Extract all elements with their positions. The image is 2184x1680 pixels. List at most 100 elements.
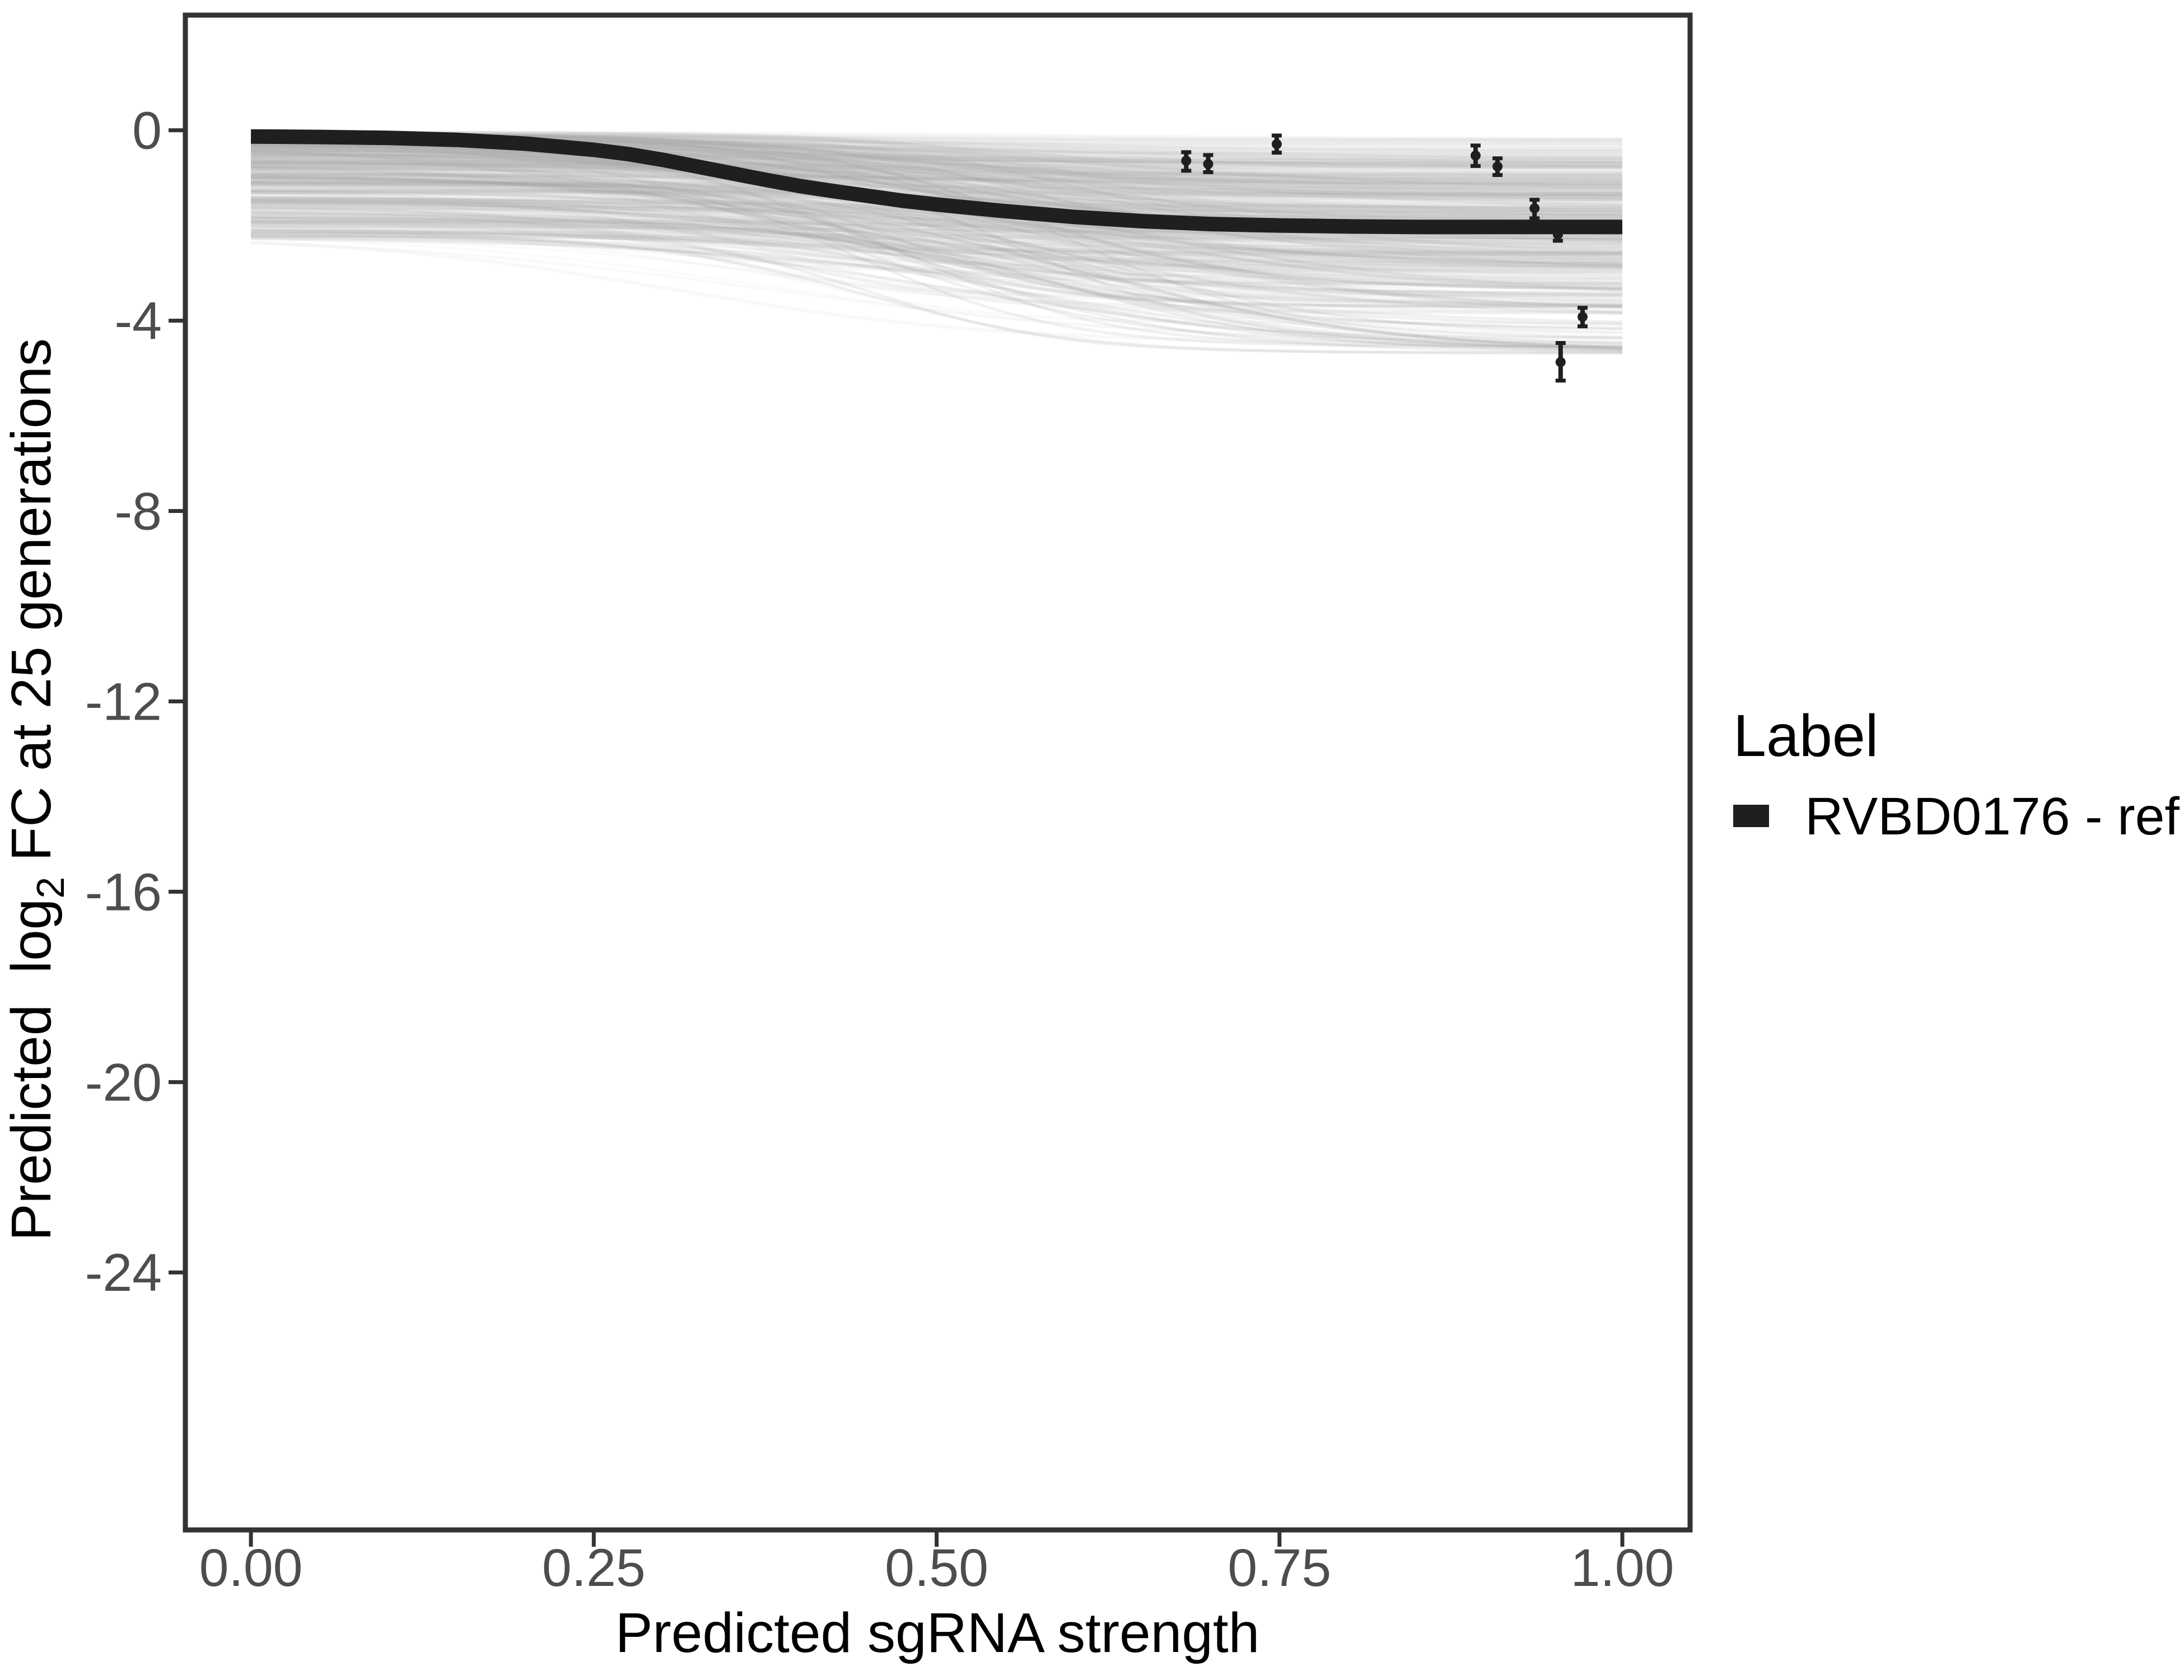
posterior-draw-curve: [251, 229, 1622, 240]
posterior-draw-curve: [251, 206, 1622, 253]
posterior-draw-curve: [251, 199, 1623, 269]
posterior-draw-curve: [251, 160, 1623, 185]
posterior-draw-curve: [251, 190, 1623, 198]
posterior-draw-curve: [251, 131, 1623, 141]
posterior-draw-curve: [251, 162, 1623, 202]
posterior-draw-curve: [251, 199, 1623, 306]
posterior-draw-curve: [251, 184, 1623, 297]
posterior-draw-curve: [251, 185, 1623, 295]
posterior-draw-curve: [251, 229, 1622, 273]
posterior-draw-curve: [251, 175, 1623, 197]
posterior-draw-curve: [251, 169, 1622, 263]
posterior-draw-curve: [251, 183, 1623, 306]
posterior-draw-curve: [251, 184, 1622, 219]
posterior-draw-curve: [251, 160, 1622, 197]
posterior-draw-curve: [251, 164, 1622, 176]
posterior-draw-curve: [251, 220, 1623, 270]
posterior-draw-curve: [251, 189, 1623, 349]
posterior-draw-curve: [251, 165, 1622, 204]
y-axis-title-part: FC at 25 generations: [0, 338, 63, 877]
posterior-draw-curve: [251, 158, 1623, 346]
posterior-draw-curve: [251, 176, 1622, 285]
posterior-draw-curve: [251, 232, 1622, 269]
posterior-draw-curve: [251, 223, 1622, 256]
posterior-draw-curve: [251, 237, 1623, 324]
posterior-draw-curve: [251, 194, 1623, 255]
posterior-draw-curve: [251, 150, 1622, 167]
posterior-draw-curve: [251, 167, 1622, 180]
posterior-draw-curve: [251, 234, 1623, 351]
posterior-draw-curve: [251, 169, 1623, 270]
posterior-draw-curve: [251, 236, 1623, 270]
data-point: [1492, 161, 1503, 172]
posterior-draw-curve: [251, 180, 1623, 218]
posterior-draw-curve: [251, 163, 1623, 186]
posterior-draw-curve: [251, 155, 1622, 181]
posterior-draw-curve: [251, 149, 1622, 181]
posterior-draw-curve: [251, 220, 1623, 239]
posterior-draw-curve: [251, 152, 1622, 161]
posterior-draw-curve: [251, 132, 1623, 139]
posterior-draw-curve: [251, 222, 1622, 325]
posterior-draw-curve: [251, 156, 1623, 210]
posterior-draw-curve: [251, 221, 1623, 281]
posterior-draw-curve: [251, 152, 1622, 164]
data-point: [1470, 150, 1481, 161]
y-tick-label: -24: [85, 1243, 162, 1303]
posterior-draw-curve: [251, 180, 1623, 264]
posterior-draw-curve: [251, 153, 1622, 164]
posterior-draw-curve: [251, 210, 1622, 218]
posterior-draw-curve: [251, 183, 1623, 282]
posterior-draw-curve: [251, 162, 1623, 258]
legend-entry-label: RVBD0176 - ref: [1805, 787, 2180, 846]
posterior-draw-curve: [251, 229, 1622, 310]
posterior-draw-curve: [251, 182, 1623, 288]
posterior-draw-curve: [251, 230, 1622, 354]
posterior-draw-curve: [251, 154, 1622, 164]
posterior-draw-curve: [251, 166, 1623, 178]
posterior-draw-curve: [251, 175, 1623, 277]
posterior-draw-curve: [251, 216, 1623, 274]
posterior-draw-curve: [251, 160, 1623, 225]
posterior-draw-curve: [251, 158, 1622, 176]
x-tick-label: 0.00: [199, 1538, 303, 1598]
posterior-draw-curve: [251, 176, 1623, 353]
posterior-draw-curve: [251, 143, 1623, 223]
posterior-draw-curve: [251, 167, 1623, 218]
posterior-draw-curve: [251, 142, 1623, 240]
posterior-draw-curve: [251, 151, 1623, 167]
posterior-draw-curve: [251, 232, 1623, 251]
posterior-draw-curve: [251, 191, 1623, 350]
posterior-draw-curve: [251, 235, 1623, 267]
posterior-draw-curve: [251, 170, 1623, 188]
posterior-draw-curve: [251, 130, 1623, 175]
posterior-draw-curve: [251, 200, 1623, 236]
posterior-draw-curve: [251, 151, 1623, 219]
posterior-draw-curve: [251, 180, 1623, 224]
posterior-draw-curve: [251, 158, 1622, 256]
posterior-draw-curve: [251, 185, 1622, 201]
posterior-draw-curve: [251, 130, 1622, 198]
posterior-draw-curve: [251, 152, 1623, 216]
legend-key-line-swatch: [1733, 805, 1769, 827]
x-tick-label: 0.75: [1228, 1538, 1331, 1598]
y-tick-label: -16: [85, 862, 162, 922]
posterior-draw-curve: [251, 157, 1623, 196]
posterior-draw-curve: [251, 228, 1623, 351]
posterior-draw-curve: [251, 237, 1623, 343]
posterior-draw-curve: [251, 220, 1623, 239]
posterior-draw-curve: [251, 150, 1623, 330]
posterior-draw-curve: [251, 156, 1622, 266]
posterior-draw-curve: [251, 148, 1623, 208]
posterior-draw-curve: [251, 205, 1623, 303]
posterior-draw-curve: [251, 162, 1623, 185]
posterior-draw-curve: [251, 235, 1623, 339]
posterior-draw-curve: [251, 213, 1623, 331]
posterior-draw-curve: [251, 234, 1622, 277]
posterior-draw-curve: [251, 144, 1622, 308]
legend-title: Label: [1733, 703, 1878, 769]
posterior-draw-curve: [251, 220, 1622, 250]
posterior-draw-curve: [251, 146, 1623, 156]
posterior-draw-curve: [251, 161, 1623, 264]
